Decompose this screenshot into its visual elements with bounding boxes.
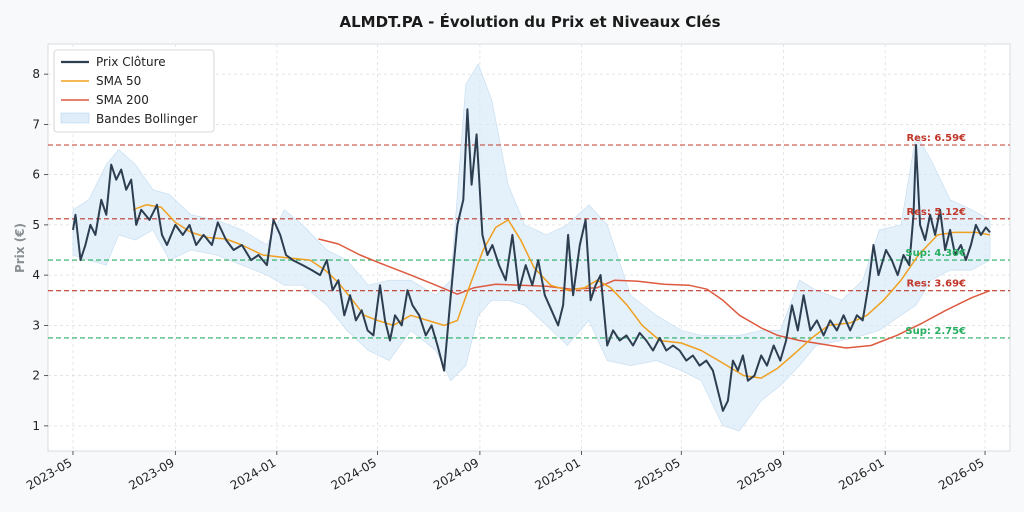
resistance-level-label: Res: 6.59€	[906, 133, 966, 144]
y-tick-label: 5	[32, 218, 40, 232]
bollinger-bands	[72, 63, 991, 432]
chart-title: ALMDT.PA - Évolution du Prix et Niveaux …	[340, 12, 721, 31]
y-tick-label: 1	[32, 419, 40, 433]
sma200-line	[318, 238, 991, 349]
support-level-label: Sup: 4.30€	[905, 248, 966, 259]
resistance-level-label: Res: 5.12€	[906, 207, 966, 218]
sma50-line	[132, 204, 991, 379]
legend-label-close: Prix Clôture	[96, 55, 166, 69]
y-tick-label: 7	[32, 117, 40, 131]
bollinger-band-area	[72, 63, 991, 432]
y-tick-label: 6	[32, 168, 40, 182]
price-series	[72, 108, 991, 412]
resistance-level-label: Res: 3.69€	[906, 279, 966, 290]
y-tick-label: 2	[32, 369, 40, 383]
legend-box	[53, 49, 215, 133]
level-labels: Res: 6.59€ Res: 5.12€ Sup: 4.30€ Res: 3.69€…	[905, 133, 966, 337]
legend-swatch-bands	[60, 112, 90, 124]
y-axis-label: Prix (€)	[13, 223, 27, 273]
close-price-line	[72, 108, 991, 412]
legend: Prix Clôture SMA 50 SMA 200 Bandes Bolli…	[53, 49, 215, 133]
key-levels	[48, 144, 1010, 339]
y-tick-label: 8	[32, 67, 40, 81]
y-tick-label: 3	[32, 318, 40, 332]
support-level-label: Sup: 2.75€	[905, 326, 966, 337]
legend-label-sma200: SMA 200	[96, 93, 149, 107]
legend-label-sma50: SMA 50	[96, 74, 141, 88]
y-tick-label: 4	[32, 268, 40, 282]
y-axis-ticks: 1 2 3 4 5 6 7 8	[32, 67, 48, 433]
legend-label-bands: Bandes Bollinger	[96, 112, 197, 126]
